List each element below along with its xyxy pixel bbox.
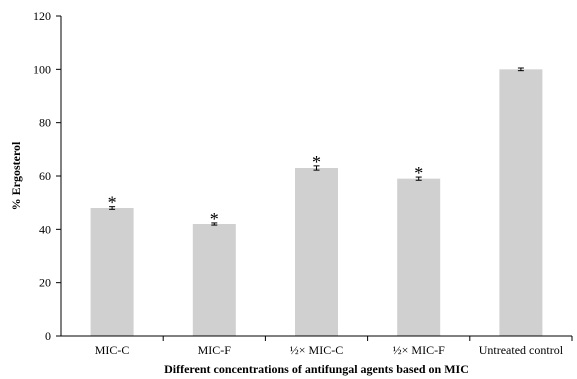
y-tick-label: 40 [39, 222, 51, 236]
x-axis-title: Different concentrations of antifungal a… [164, 362, 469, 376]
significance-marker: * [312, 152, 321, 172]
y-axis-title: % Ergosterol [9, 141, 23, 210]
x-tick-label: MIC-C [95, 343, 130, 357]
significance-marker: * [108, 193, 117, 213]
bar [90, 208, 134, 336]
y-tick-label: 120 [33, 9, 51, 23]
x-ticks: MIC-C MIC-F ½× MIC-C ½× MIC-F Untreated cont… [95, 336, 573, 357]
bar [499, 69, 543, 336]
y-tick-label: 20 [39, 276, 51, 290]
x-tick-label: ½× MIC-C [290, 343, 343, 357]
y-tick-label: 0 [45, 329, 51, 343]
significance-marker: * [414, 163, 423, 183]
y-tick-label: 100 [33, 62, 51, 76]
x-tick-label: MIC-F [198, 343, 232, 357]
y-ticks: 0 20 40 60 80 100 120 [33, 9, 61, 343]
bar [295, 168, 338, 336]
bar [192, 224, 236, 336]
bar [397, 178, 441, 336]
x-tick-label: Untreated control [479, 343, 564, 357]
y-tick-label: 60 [39, 169, 51, 183]
y-tick-label: 80 [39, 116, 51, 130]
x-tick-label: ½× MIC-F [393, 343, 445, 357]
significance-marker: * [210, 209, 219, 229]
bars-layer: * * * * [90, 67, 543, 336]
